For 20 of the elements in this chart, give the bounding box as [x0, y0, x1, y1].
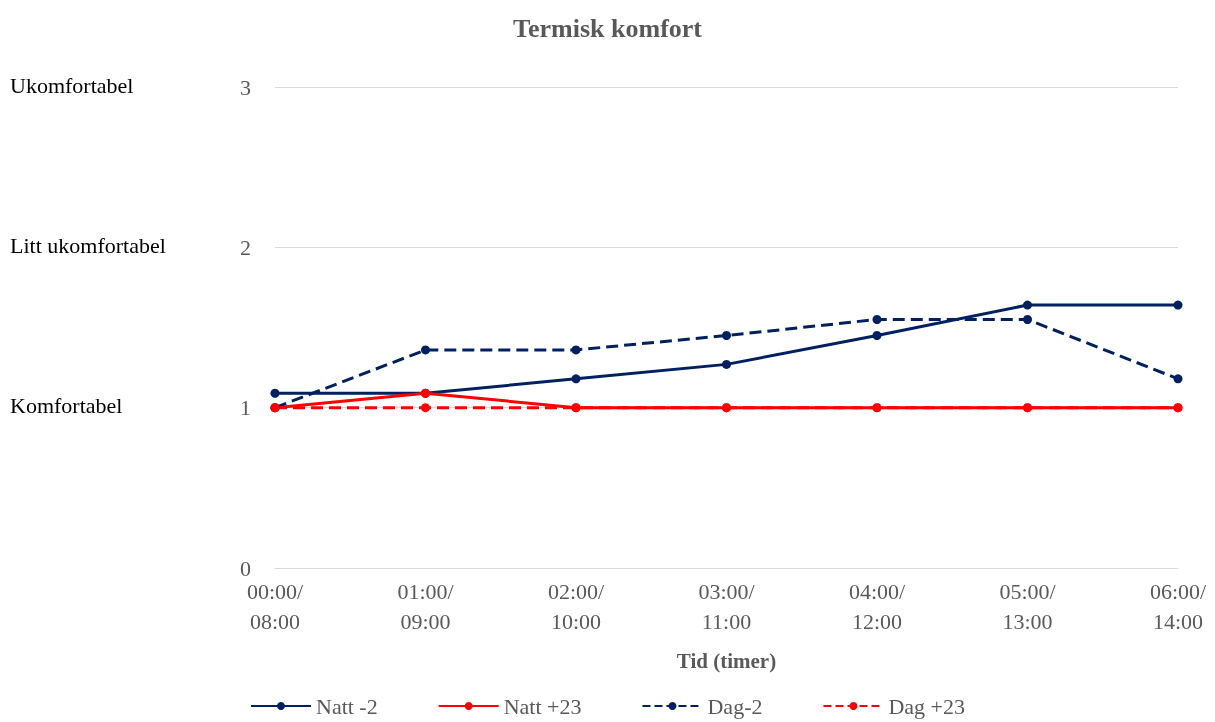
- y-tick-label: 2: [240, 234, 251, 260]
- x-tick-label: 02:00/10:00: [547, 578, 605, 634]
- y-tick-label: 1: [240, 395, 251, 421]
- legend-label: Dag +23: [888, 693, 966, 719]
- x-tick-label: 05:00/13:00: [999, 578, 1057, 634]
- x-tick-label: 01:00/09:00: [397, 578, 455, 634]
- text: Ukomfortabel: [10, 72, 134, 98]
- legend-label: Dag-2: [707, 693, 763, 719]
- text: Litt ukomfortabel: [10, 232, 166, 258]
- x-tick-label: 06:00/14:00: [1149, 578, 1207, 634]
- y-tick-label: 3: [240, 74, 251, 100]
- x-tick-label: 00:00/08:00: [246, 578, 304, 634]
- legend-label: Natt -2: [315, 693, 378, 719]
- x-tick-label: 04:00/12:00: [848, 578, 906, 634]
- chart-title: Termisk komfort: [513, 13, 703, 43]
- x-axis-title: Tid (timer): [676, 648, 777, 673]
- x-tick-label: 03:00/11:00: [698, 578, 756, 634]
- y-tick-label: 0: [240, 555, 251, 581]
- text: Komfortabel: [10, 393, 123, 419]
- legend-label: Natt +23: [503, 693, 582, 719]
